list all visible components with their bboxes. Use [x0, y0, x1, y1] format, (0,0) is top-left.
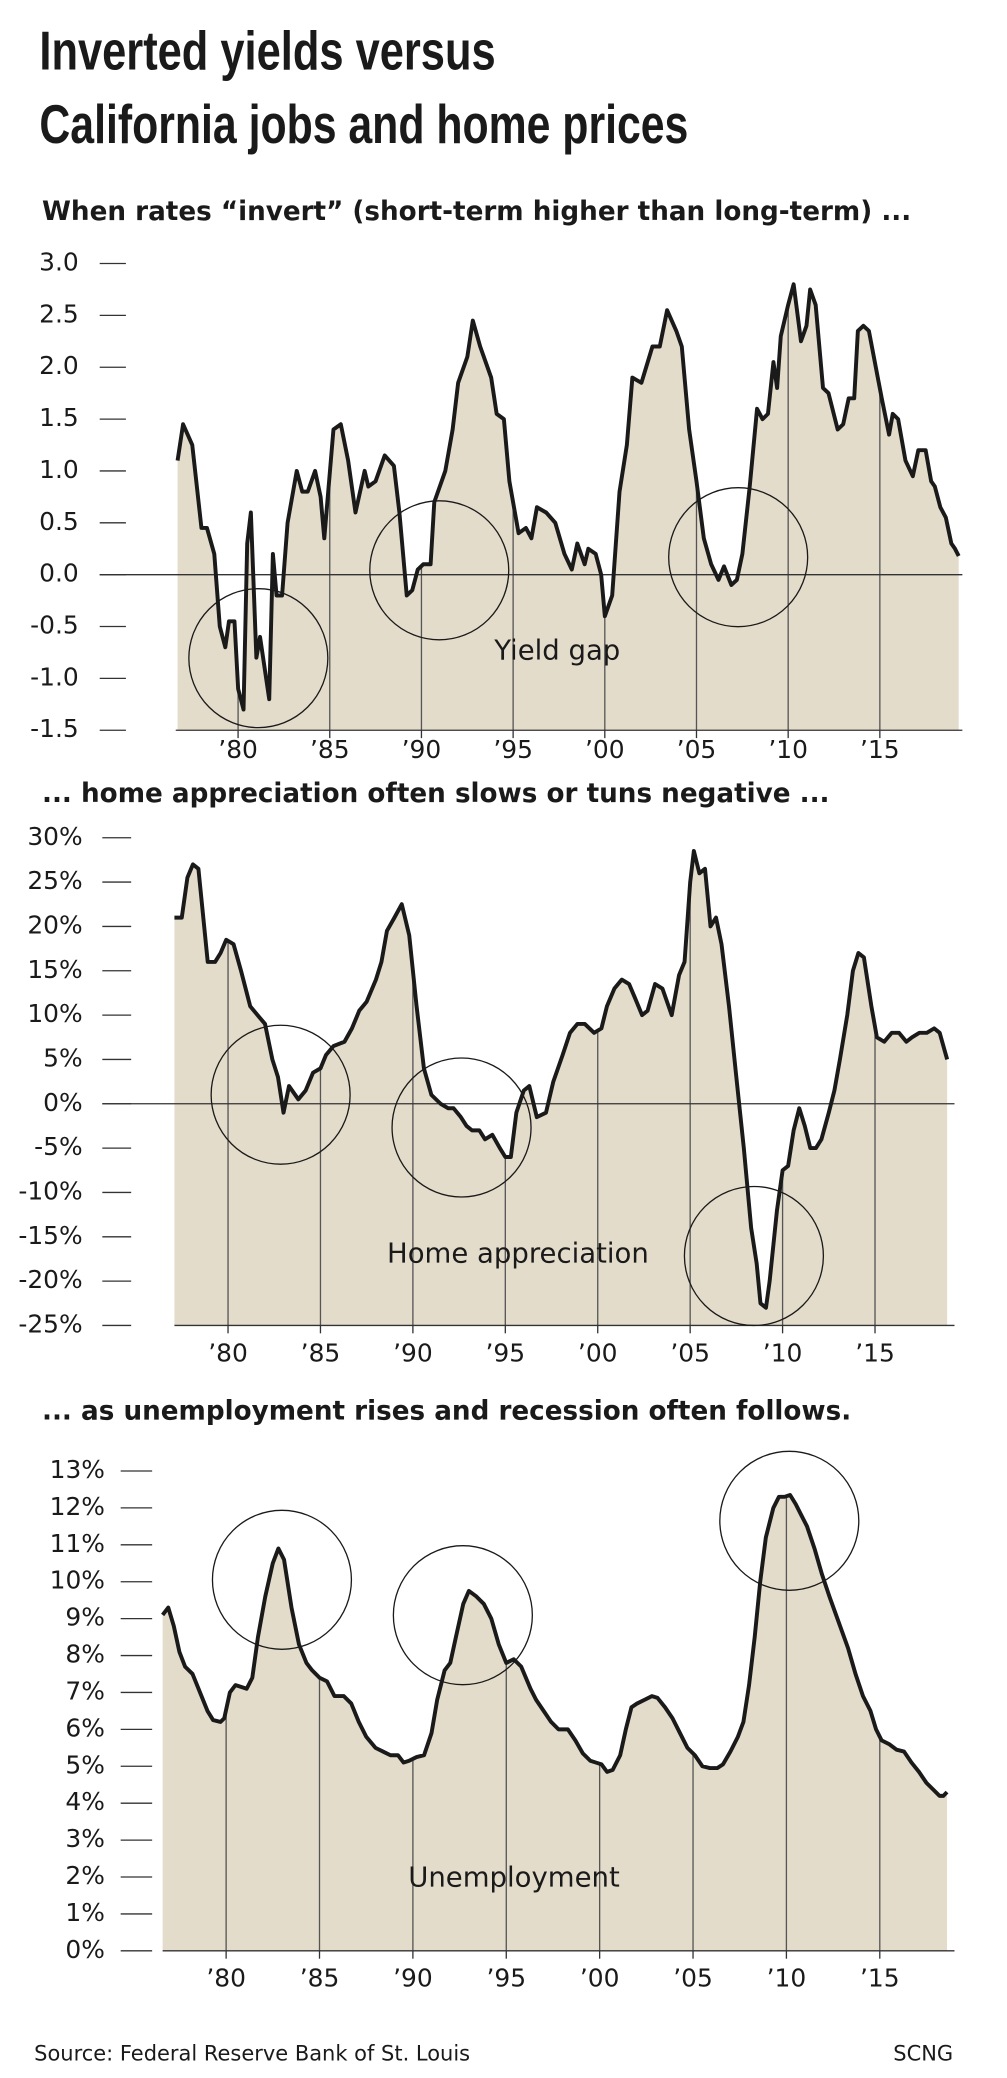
x-tick-label: ’90	[402, 735, 442, 764]
highlight-circle	[683, 1185, 825, 1327]
x-tick-label: ’85	[310, 735, 350, 764]
y-tick-label: 2.5	[39, 299, 79, 328]
x-tick-label: ’80	[218, 735, 258, 764]
annotation: Yield gap	[493, 635, 620, 667]
subtitle: ... as unemployment rises and recession …	[42, 1396, 851, 1426]
y-tick-label: 0%	[43, 1088, 83, 1117]
x-tick-label: ’85	[301, 1338, 341, 1367]
y-tick-label: 2.0	[39, 351, 79, 380]
y-tick-label: -10%	[18, 1176, 82, 1205]
area-fill	[177, 284, 959, 731]
x-tick-label: ’05	[670, 1338, 710, 1367]
x-tick-label: ’05	[677, 735, 717, 764]
y-tick-label: 4%	[65, 1787, 105, 1816]
y-tick-label: 3.0	[39, 248, 79, 277]
highlight-circle	[188, 588, 329, 729]
x-tick-label: ’90	[393, 1964, 433, 1993]
y-tick-label: 0%	[65, 1935, 105, 1964]
x-tick-label: ’10	[767, 1964, 807, 1993]
y-tick-label: 7%	[65, 1676, 105, 1705]
annotation: Unemployment	[408, 1862, 620, 1894]
area-fill	[162, 1494, 948, 1951]
y-tick-label: 5%	[43, 1043, 83, 1072]
y-tick-label: -15%	[18, 1221, 82, 1250]
highlight-circle	[369, 500, 510, 641]
highlight-circle	[391, 1057, 532, 1198]
y-tick-label: 1.0	[39, 455, 79, 484]
y-tick-label: 9%	[65, 1603, 105, 1632]
highlight-circle	[719, 1450, 860, 1591]
x-tick-label: ’10	[768, 735, 808, 764]
area-fill	[174, 850, 948, 1326]
x-tick-label: ’95	[493, 735, 533, 764]
y-tick-label: 8%	[65, 1640, 105, 1669]
highlight-circle	[668, 487, 809, 628]
y-tick-label: -25%	[18, 1309, 82, 1338]
y-tick-label: 1%	[65, 1898, 105, 1927]
y-tick-label: -0.5	[30, 611, 79, 640]
subtitle: ... home appreciation often slows or tun…	[42, 779, 829, 809]
x-tick-label: ’80	[206, 1964, 246, 1993]
title-line: California jobs and home prices	[39, 93, 688, 155]
highlight-circle	[211, 1509, 353, 1650]
y-tick-label: 2%	[65, 1861, 105, 1890]
y-tick-label: 11%	[50, 1529, 105, 1558]
x-tick-label: ’05	[673, 1964, 713, 1993]
y-tick-label: 5%	[65, 1750, 105, 1779]
series-line	[174, 849, 950, 1310]
highlight-circle	[210, 1024, 351, 1165]
x-tick-label: ’00	[585, 735, 625, 764]
y-tick-label: 0.0	[39, 559, 79, 588]
x-tick-label: ’15	[860, 1964, 900, 1993]
y-tick-label: -1.5	[30, 714, 79, 743]
y-tick-label: 15%	[27, 955, 82, 984]
y-tick-label: -1.0	[30, 662, 79, 691]
y-tick-label: 12%	[50, 1492, 105, 1521]
x-tick-label: ’80	[208, 1338, 248, 1367]
y-tick-label: 20%	[27, 910, 82, 939]
x-tick-label: ’10	[763, 1338, 803, 1367]
y-tick-label: 1.5	[39, 403, 79, 432]
highlight-circle	[392, 1545, 533, 1686]
y-tick-label: -5%	[34, 1132, 82, 1161]
y-tick-label: 6%	[65, 1713, 105, 1742]
series-line	[161, 1493, 949, 1798]
credit: SCNG	[893, 2041, 953, 2065]
y-tick-label: 30%	[27, 822, 82, 851]
x-tick-label: ’95	[486, 1338, 526, 1367]
y-tick-label: 3%	[65, 1824, 105, 1853]
x-tick-label: ’00	[580, 1964, 620, 1993]
y-tick-label: -20%	[18, 1265, 82, 1294]
y-tick-label: 10%	[50, 1566, 105, 1595]
y-tick-label: 25%	[27, 866, 82, 895]
highlight-circles	[188, 487, 860, 1686]
x-tick-label: ’00	[578, 1338, 618, 1367]
x-tick-label: ’15	[855, 1338, 895, 1367]
x-tick-label: ’90	[393, 1338, 433, 1367]
x-tick-label: ’85	[300, 1964, 340, 1993]
x-tick-label: ’95	[486, 1964, 526, 1993]
x-tick-label: ’15	[860, 735, 900, 764]
subtitle: When rates “invert” (short-term higher t…	[42, 197, 911, 227]
y-tick-label: 10%	[27, 999, 82, 1028]
y-tick-label: 0.5	[39, 507, 79, 536]
y-tick-label: 13%	[50, 1455, 105, 1484]
source: Source: Federal Reserve Bank of St. Loui…	[34, 2041, 470, 2065]
annotation: Home appreciation	[387, 1238, 649, 1270]
title-line: Inverted yields versus	[39, 20, 495, 82]
series-line	[175, 282, 961, 712]
